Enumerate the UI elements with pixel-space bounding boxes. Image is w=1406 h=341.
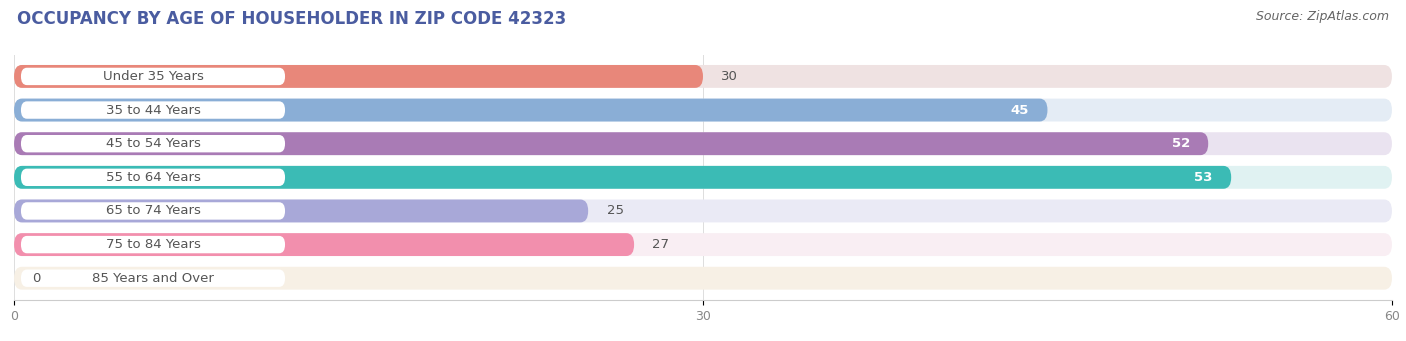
- Text: 75 to 84 Years: 75 to 84 Years: [105, 238, 201, 251]
- FancyBboxPatch shape: [14, 233, 634, 256]
- FancyBboxPatch shape: [14, 267, 1392, 290]
- Text: Under 35 Years: Under 35 Years: [103, 70, 204, 83]
- FancyBboxPatch shape: [21, 68, 285, 85]
- FancyBboxPatch shape: [21, 202, 285, 220]
- FancyBboxPatch shape: [14, 99, 1047, 121]
- Text: 45 to 54 Years: 45 to 54 Years: [105, 137, 201, 150]
- FancyBboxPatch shape: [21, 236, 285, 253]
- FancyBboxPatch shape: [14, 199, 1392, 222]
- Text: 27: 27: [652, 238, 669, 251]
- FancyBboxPatch shape: [14, 199, 588, 222]
- Text: OCCUPANCY BY AGE OF HOUSEHOLDER IN ZIP CODE 42323: OCCUPANCY BY AGE OF HOUSEHOLDER IN ZIP C…: [17, 10, 567, 28]
- FancyBboxPatch shape: [21, 269, 285, 287]
- Text: 25: 25: [606, 205, 623, 218]
- FancyBboxPatch shape: [14, 166, 1392, 189]
- FancyBboxPatch shape: [14, 233, 1392, 256]
- Text: 45: 45: [1011, 104, 1029, 117]
- Text: 65 to 74 Years: 65 to 74 Years: [105, 205, 201, 218]
- Text: 30: 30: [721, 70, 738, 83]
- FancyBboxPatch shape: [21, 135, 285, 152]
- Text: 52: 52: [1171, 137, 1189, 150]
- Text: 53: 53: [1195, 171, 1213, 184]
- Text: 85 Years and Over: 85 Years and Over: [91, 272, 214, 285]
- FancyBboxPatch shape: [14, 65, 703, 88]
- Text: Source: ZipAtlas.com: Source: ZipAtlas.com: [1256, 10, 1389, 23]
- FancyBboxPatch shape: [21, 169, 285, 186]
- FancyBboxPatch shape: [14, 65, 1392, 88]
- Text: 35 to 44 Years: 35 to 44 Years: [105, 104, 201, 117]
- FancyBboxPatch shape: [21, 101, 285, 119]
- FancyBboxPatch shape: [14, 132, 1208, 155]
- FancyBboxPatch shape: [14, 132, 1392, 155]
- FancyBboxPatch shape: [14, 99, 1392, 121]
- Text: 0: 0: [32, 272, 41, 285]
- FancyBboxPatch shape: [14, 166, 1232, 189]
- Text: 55 to 64 Years: 55 to 64 Years: [105, 171, 201, 184]
